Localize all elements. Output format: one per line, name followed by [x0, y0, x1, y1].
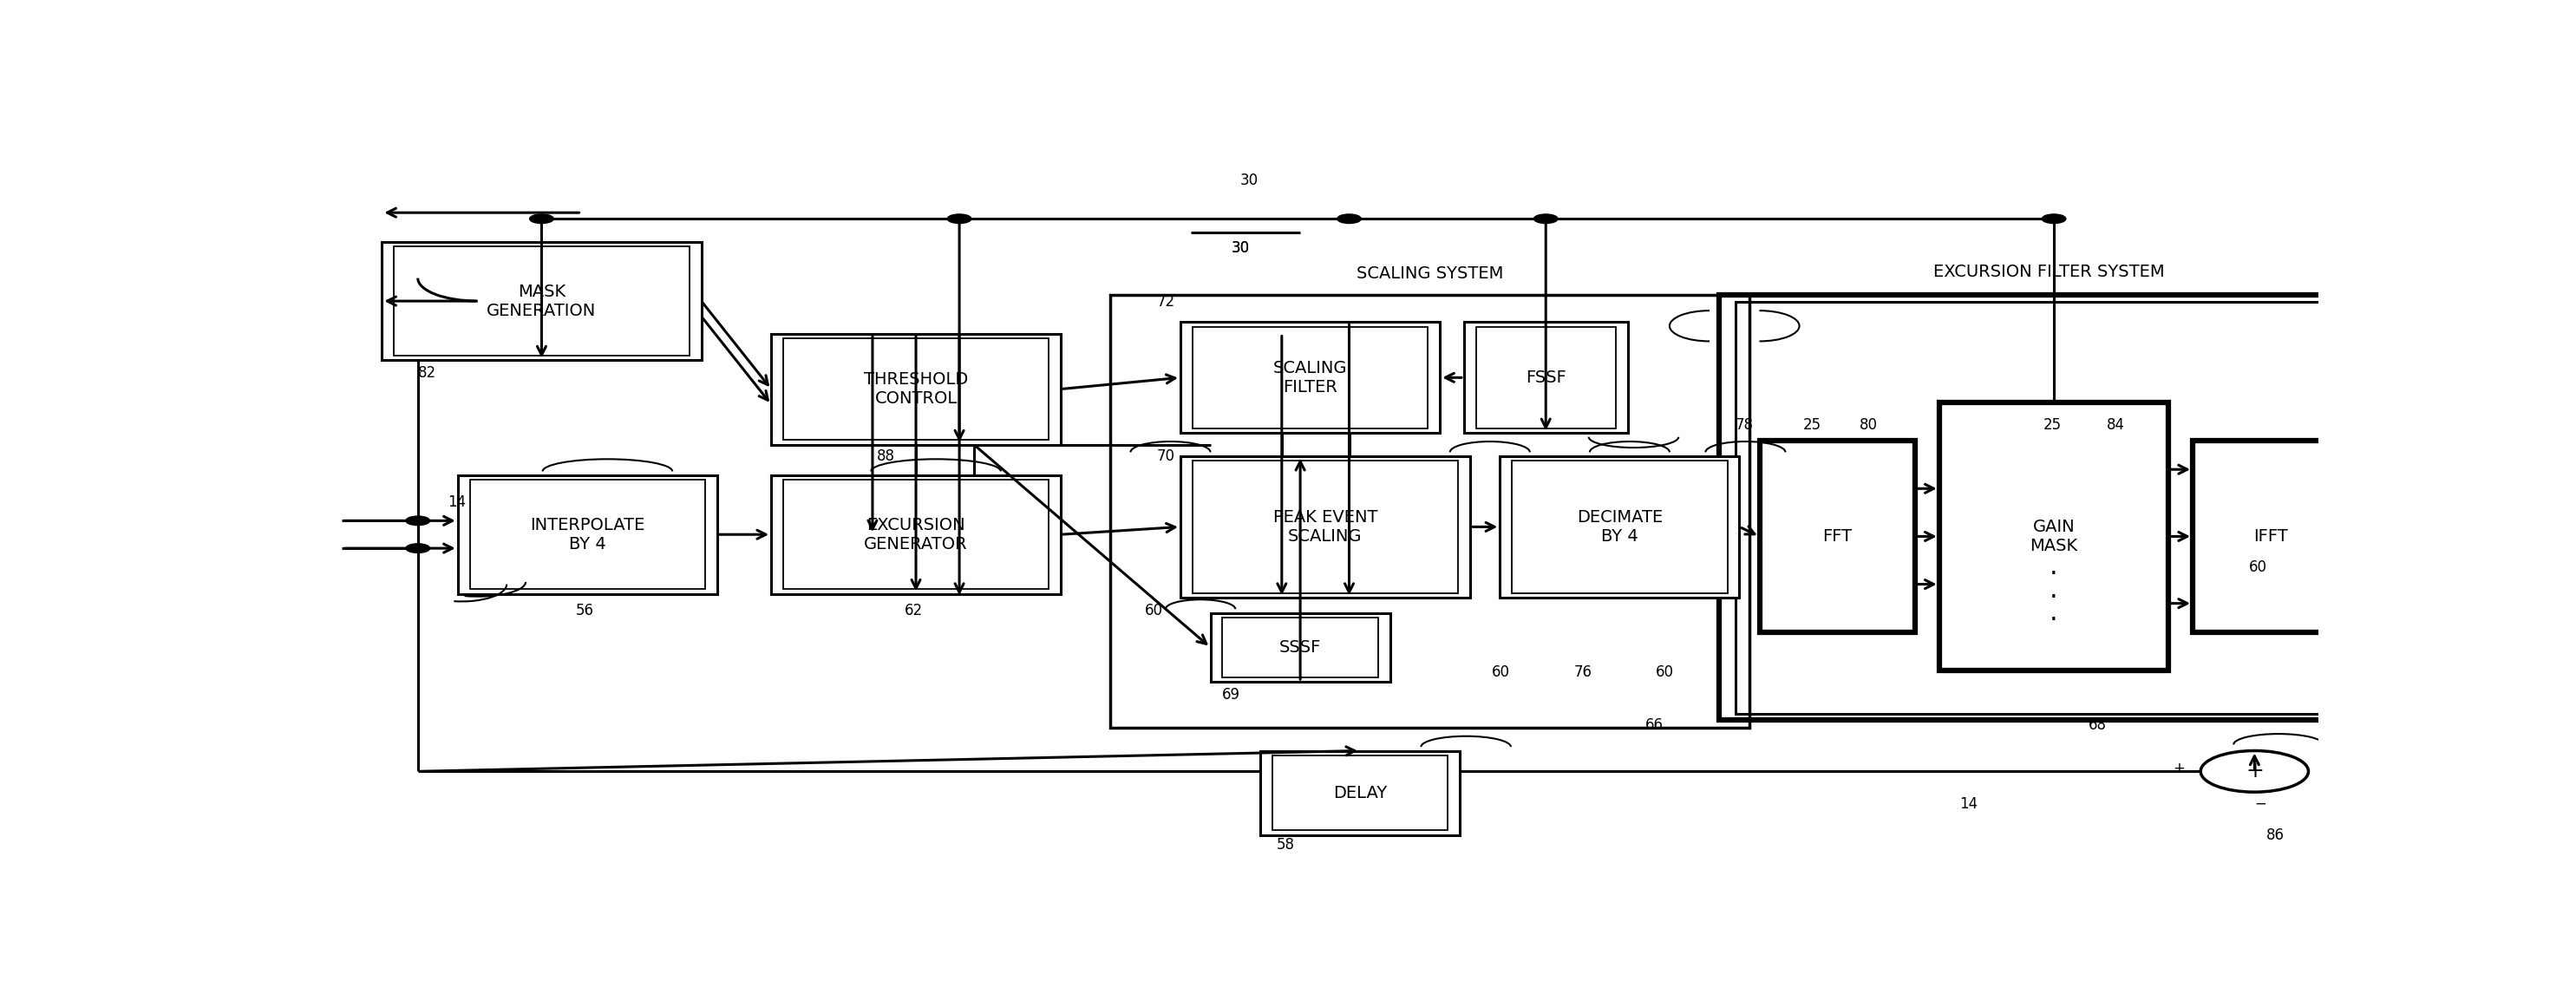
- Bar: [770, 334, 1061, 444]
- Bar: [394, 247, 690, 356]
- Text: 69: 69: [1224, 687, 1242, 703]
- Text: 86: 86: [2267, 827, 2285, 843]
- Text: DELAY: DELAY: [1334, 784, 1386, 801]
- Bar: [1721, 295, 2378, 720]
- Text: 80: 80: [1860, 417, 1878, 433]
- Bar: [1499, 456, 1739, 597]
- Text: GAIN
MASK: GAIN MASK: [2030, 519, 2079, 555]
- Text: 56: 56: [574, 602, 592, 618]
- Bar: [1180, 456, 1471, 597]
- Bar: [1260, 750, 1461, 835]
- Bar: [1736, 301, 2362, 714]
- Text: ·: ·: [2050, 585, 2058, 610]
- Circle shape: [531, 214, 554, 224]
- Text: ·: ·: [2050, 562, 2058, 587]
- Circle shape: [1337, 214, 1360, 224]
- Bar: [1463, 322, 1628, 433]
- Bar: [783, 480, 1048, 589]
- Text: IFFT: IFFT: [2254, 528, 2287, 545]
- Text: 60: 60: [1656, 664, 1674, 680]
- Text: 62: 62: [904, 602, 922, 618]
- Text: SCALING SYSTEM: SCALING SYSTEM: [1358, 265, 1504, 281]
- Bar: [770, 475, 1061, 593]
- Bar: [783, 338, 1048, 440]
- Text: PEAK EVENT
SCALING: PEAK EVENT SCALING: [1273, 509, 1378, 545]
- Bar: [1211, 613, 1391, 682]
- Text: ·: ·: [2050, 608, 2058, 633]
- Text: 66: 66: [1646, 718, 1664, 734]
- Text: SCALING
FILTER: SCALING FILTER: [1273, 360, 1347, 396]
- Bar: [1940, 403, 2169, 670]
- Text: 30: 30: [1231, 241, 1249, 255]
- Text: 25: 25: [2043, 417, 2061, 433]
- Text: 60: 60: [2249, 560, 2267, 575]
- Text: +: +: [2246, 761, 2264, 782]
- Text: EXCURSION FILTER SYSTEM: EXCURSION FILTER SYSTEM: [1932, 263, 2164, 280]
- Bar: [1273, 755, 1448, 830]
- Text: 60: 60: [1492, 664, 1510, 680]
- Text: 25: 25: [1803, 417, 1821, 433]
- Bar: [2192, 440, 2349, 632]
- Bar: [1193, 327, 1427, 428]
- Circle shape: [1533, 214, 1558, 224]
- Bar: [1180, 322, 1440, 433]
- Text: 68: 68: [2089, 718, 2107, 734]
- Bar: [1193, 460, 1458, 593]
- Text: MASK
GENERATION: MASK GENERATION: [487, 283, 598, 319]
- Circle shape: [407, 516, 430, 525]
- Text: FFT: FFT: [1821, 528, 1852, 545]
- Text: 72: 72: [1157, 293, 1175, 309]
- Bar: [1224, 617, 1378, 677]
- Text: DECIMATE
BY 4: DECIMATE BY 4: [1577, 509, 1662, 545]
- Bar: [1110, 295, 1749, 728]
- Text: THRESHOLD
CONTROL: THRESHOLD CONTROL: [863, 372, 969, 407]
- Text: 82: 82: [417, 366, 435, 381]
- Bar: [1759, 440, 1914, 632]
- Text: 60: 60: [1144, 602, 1162, 618]
- Circle shape: [2200, 750, 2308, 792]
- Circle shape: [407, 544, 430, 553]
- Text: −: −: [2254, 796, 2267, 811]
- Text: INTERPOLATE
BY 4: INTERPOLATE BY 4: [531, 517, 644, 553]
- Circle shape: [2043, 214, 2066, 224]
- Bar: [1512, 460, 1728, 593]
- Bar: [381, 242, 701, 361]
- Text: FSSF: FSSF: [1525, 370, 1566, 386]
- Bar: [459, 475, 716, 593]
- Text: 88: 88: [876, 448, 896, 464]
- Text: 76: 76: [1574, 664, 1592, 680]
- Circle shape: [948, 214, 971, 224]
- Bar: [1476, 327, 1615, 428]
- Text: SSSF: SSSF: [1280, 639, 1321, 656]
- Text: 14: 14: [448, 494, 466, 510]
- Text: +: +: [2172, 760, 2184, 776]
- Text: 58: 58: [1275, 837, 1296, 853]
- Bar: [469, 480, 706, 589]
- Text: 30: 30: [1242, 173, 1260, 188]
- Text: 14: 14: [1960, 796, 1978, 812]
- Text: 70: 70: [1157, 448, 1175, 464]
- Text: 30: 30: [1231, 241, 1249, 255]
- Text: 78: 78: [1736, 417, 1754, 433]
- Text: 84: 84: [2107, 417, 2125, 433]
- Text: EXCURSION
GENERATOR: EXCURSION GENERATOR: [863, 517, 969, 553]
